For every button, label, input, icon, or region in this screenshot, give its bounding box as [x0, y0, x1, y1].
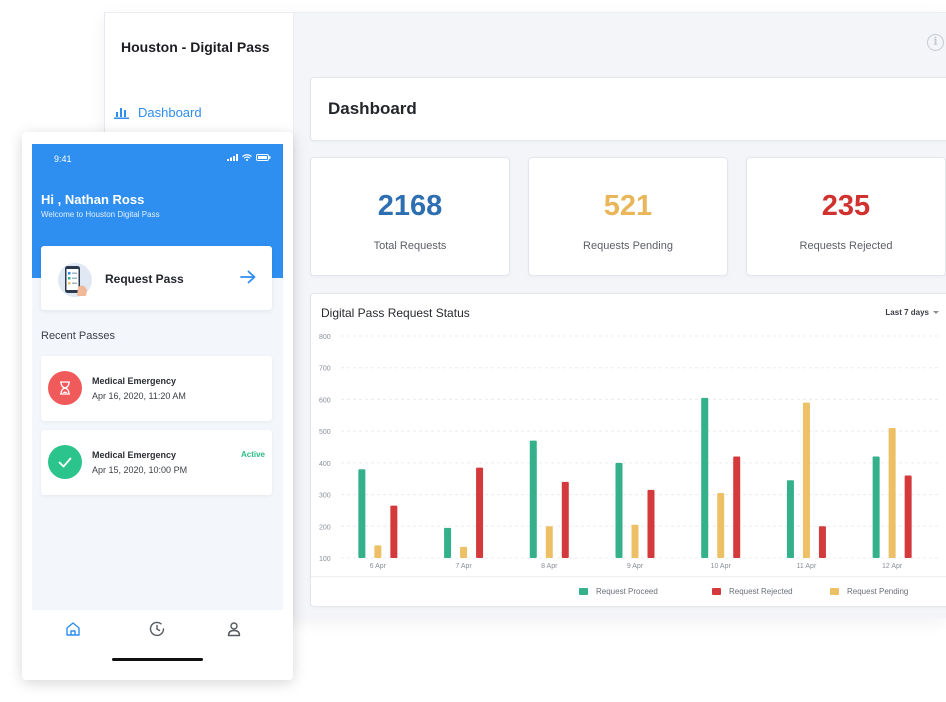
bar-request-pending[interactable] [545, 526, 553, 558]
chart-title: Digital Pass Request Status [321, 306, 470, 320]
info-icon[interactable]: i [927, 34, 944, 51]
page-title: Dashboard [328, 99, 417, 118]
legend-label: Request Pending [847, 587, 909, 596]
history-icon[interactable] [148, 620, 166, 638]
signal-icon [227, 154, 238, 161]
stat-card-rejected: 235 Requests Rejected [746, 157, 946, 276]
legend-swatch [579, 588, 588, 595]
date-range-dropdown[interactable]: Last 7 days [885, 308, 939, 317]
bar-request-pending[interactable] [802, 402, 810, 558]
stat-value-pending: 521 [603, 190, 653, 222]
x-tick-label: 12 Apr [882, 563, 903, 570]
bar-request-pending[interactable] [460, 546, 468, 558]
pass-list-item[interactable]: Medical Emergency Apr 15, 2020, 10:00 PM… [41, 430, 272, 495]
y-tick-label: 800 [319, 334, 331, 341]
profile-icon[interactable] [225, 620, 243, 638]
x-tick-label: 9 Apr [627, 563, 644, 570]
mobile-screen: 9:41 Hi , Nathan [32, 144, 283, 610]
bar-request-pending[interactable] [888, 427, 896, 558]
welcome-text: Welcome to Houston Digital Pass [41, 210, 160, 219]
home-indicator [112, 658, 203, 661]
bar-request-rejected[interactable] [733, 456, 741, 558]
bar-request-rejected[interactable] [561, 481, 569, 558]
request-status-chart-card: Digital Pass Request Status Last 7 days … [310, 293, 946, 607]
legend-item[interactable]: Request Rejected [712, 587, 793, 596]
y-tick-label: 100 [319, 556, 331, 563]
bar-request-rejected[interactable] [904, 475, 912, 558]
x-tick-label: 6 Apr [370, 563, 387, 570]
legend-label: Request Rejected [729, 587, 793, 596]
bar-request-pending[interactable] [374, 545, 382, 558]
stat-value-total: 2168 [377, 190, 443, 222]
bar-request-proceed[interactable] [529, 440, 537, 558]
phone-pass-illustration-icon [58, 263, 92, 297]
bar-request-rejected[interactable] [390, 505, 398, 558]
stat-value-rejected: 235 [821, 190, 871, 222]
bar-request-proceed[interactable] [615, 462, 623, 558]
status-badge: Active [240, 450, 265, 459]
pass-list-item[interactable]: Medical Emergency Apr 16, 2020, 11:20 AM [41, 356, 272, 421]
bar-request-rejected[interactable] [818, 526, 826, 558]
stat-card-pending: 521 Requests Pending [528, 157, 728, 276]
pass-title: Medical Emergency [92, 376, 177, 386]
stat-label-rejected: Requests Rejected [799, 240, 893, 252]
bar-request-rejected[interactable] [647, 489, 655, 558]
y-tick-label: 700 [319, 366, 331, 373]
pass-title: Medical Emergency [92, 450, 177, 460]
bar-chart: 100 200 300 400 500 600 700 800 6 Apr 7 Apr 8 Apr 9… [319, 334, 941, 570]
y-tick-label: 400 [319, 461, 331, 468]
home-icon[interactable] [64, 620, 82, 638]
legend-item[interactable]: Request Pending [830, 587, 908, 596]
request-pass-button[interactable]: Request Pass [41, 246, 272, 310]
bar-request-pending[interactable] [631, 524, 639, 558]
hourglass-icon [48, 371, 82, 405]
sidebar-item-dashboard[interactable]: Dashboard [114, 102, 202, 122]
greeting-text: Hi , Nathan Ross [41, 192, 145, 207]
status-bar-time: 9:41 [54, 154, 72, 164]
check-icon [48, 445, 82, 479]
y-tick-label: 600 [319, 397, 331, 404]
legend-item[interactable]: Request Proceed [579, 587, 658, 596]
stat-label-pending: Requests Pending [583, 240, 673, 252]
status-bar-icons [227, 154, 271, 161]
stat-card-total: 2168 Total Requests [310, 157, 510, 276]
page-header-card: Dashboard [310, 77, 946, 141]
bar-request-rejected[interactable] [476, 467, 484, 558]
app-title: Houston - Digital Pass [121, 39, 270, 55]
x-tick-label: 7 Apr [455, 563, 472, 570]
bar-request-proceed[interactable] [786, 480, 794, 558]
bar-request-proceed[interactable] [872, 456, 880, 558]
mobile-phone-frame: 9:41 Hi , Nathan [22, 132, 293, 680]
sidebar-item-label: Dashboard [138, 104, 202, 120]
bar-request-proceed[interactable] [444, 527, 452, 558]
y-tick-label: 300 [319, 493, 331, 500]
legend-swatch [830, 588, 839, 595]
stat-label-total: Total Requests [373, 240, 447, 252]
recent-passes-heading: Recent Passes [41, 330, 115, 342]
bar-request-proceed[interactable] [358, 469, 366, 558]
chevron-down-icon [933, 311, 939, 314]
legend-swatch [712, 588, 721, 595]
x-tick-label: 10 Apr [711, 563, 732, 570]
battery-icon [256, 154, 271, 161]
bottom-tab-bar [32, 610, 283, 642]
pass-date: Apr 15, 2020, 10:00 PM [92, 465, 188, 475]
bar-request-proceed[interactable] [701, 397, 709, 558]
pass-date: Apr 16, 2020, 11:20 AM [92, 391, 186, 401]
chart-legend: Request Proceed Request Rejected Request P… [311, 587, 946, 601]
y-tick-label: 500 [319, 429, 331, 436]
date-range-label: Last 7 days [885, 308, 929, 317]
bar-request-pending[interactable] [717, 492, 725, 558]
request-pass-label: Request Pass [105, 272, 184, 286]
legend-label: Request Proceed [596, 587, 658, 596]
wifi-icon [242, 154, 252, 161]
legend-divider [311, 576, 946, 577]
x-tick-label: 8 Apr [541, 563, 558, 570]
arrow-right-icon [240, 270, 256, 284]
x-tick-label: 11 Apr [797, 563, 817, 570]
bar-chart-icon [114, 108, 129, 119]
y-tick-label: 200 [319, 524, 331, 531]
